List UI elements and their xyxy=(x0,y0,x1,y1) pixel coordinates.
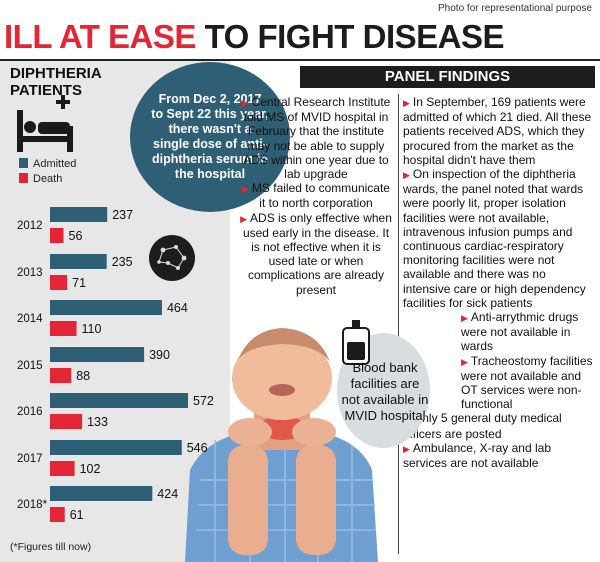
footnote: (*Figures till now) xyxy=(10,541,92,553)
bullet-arrow-icon: ▶ xyxy=(403,170,410,181)
bar-death-2012 xyxy=(50,228,64,243)
label-admitted-2016: 572 xyxy=(193,394,214,408)
finding-item: ▶ MS failed to communicate it to north co… xyxy=(238,181,394,210)
label-death-2015: 88 xyxy=(76,369,90,383)
finding-text: MS failed to communicate it to north cor… xyxy=(251,181,390,211)
bar-admitted-2014 xyxy=(50,300,162,315)
findings-column-1: ▶ Central Research Institute told MS of M… xyxy=(238,95,394,297)
label-death-2016: 133 xyxy=(87,415,108,429)
bar-death-2016 xyxy=(50,414,83,429)
finding-text: Ambulance, X-ray and lab services are no… xyxy=(403,440,551,471)
finding-item: ▶ Tracheostomy facilities were not availa… xyxy=(403,354,595,412)
legend-admitted-label: Admitted xyxy=(33,158,77,170)
bullet-arrow-icon: ▶ xyxy=(403,98,410,108)
chart-title-line1: DIPHTHERIA xyxy=(10,65,102,82)
label-admitted-2015: 390 xyxy=(149,348,170,362)
bar-death-2014 xyxy=(50,321,77,336)
bullet-arrow-icon: ▶ xyxy=(461,313,468,324)
label-admitted-2013: 235 xyxy=(112,255,133,269)
label-death-2017: 102 xyxy=(80,462,101,476)
legend-death-label: Death xyxy=(33,173,63,185)
blood-bank-text: Blood bank facilities are not available … xyxy=(341,360,429,423)
bar-admitted-2012 xyxy=(50,207,108,222)
finding-item: ▶ Ambulance, X-ray and lab services are n… xyxy=(403,441,595,470)
label-admitted-2012: 237 xyxy=(112,208,133,222)
finding-item: ▶ On inspection of the diphtheria wards, … xyxy=(403,167,595,310)
hospital-bed-icon xyxy=(17,95,73,152)
virus-icon xyxy=(149,235,195,281)
label-death-2014: 110 xyxy=(82,322,102,336)
bar-death-2018* xyxy=(50,507,65,522)
bar-admitted-2015 xyxy=(50,347,145,362)
label-death-2013: 71 xyxy=(72,276,86,290)
bullet-arrow-icon: ▶ xyxy=(242,184,249,195)
finding-text: In September, 169 patients were admitted… xyxy=(403,95,592,167)
legend-death-swatch xyxy=(19,173,28,183)
category-label-2017: 2017 xyxy=(17,453,43,465)
legend-admitted-swatch xyxy=(19,158,28,168)
bullet-arrow-icon: ▶ xyxy=(241,98,249,108)
label-death-2012: 56 xyxy=(69,229,83,243)
category-label-2013: 2013 xyxy=(17,267,43,279)
headline-part1: ILL AT EASE xyxy=(4,18,196,55)
bar-death-2017 xyxy=(50,461,75,476)
label-admitted-2014: 464 xyxy=(167,301,188,315)
headline-rule xyxy=(0,59,600,61)
photo-credit: Photo for representational purpose xyxy=(438,3,592,14)
panel-findings-header: PANEL FINDINGS xyxy=(300,66,595,88)
chart-title: DIPHTHERIA PATIENTS xyxy=(10,65,102,99)
category-label-2015: 2015 xyxy=(17,360,43,372)
bar-death-2015 xyxy=(50,368,72,383)
column-divider xyxy=(398,94,399,554)
finding-item: ▶ ADS is only effective when used early i… xyxy=(238,211,394,297)
legend-death: Death xyxy=(19,173,62,185)
finding-item: ▶ Central Research Institute told MS of M… xyxy=(238,95,394,181)
finding-text: ADS is only effective when used early in… xyxy=(242,210,392,297)
category-label-2014: 2014 xyxy=(17,313,43,325)
category-label-2018*: 2018* xyxy=(17,499,48,511)
category-label-2012: 2012 xyxy=(17,220,43,232)
headline-part2: TO FIGHT DISEASE xyxy=(204,18,505,55)
child-illustration xyxy=(185,328,378,562)
bar-death-2013 xyxy=(50,275,68,290)
bar-admitted-2018* xyxy=(50,486,153,501)
finding-text: Anti-arrythmic drugs were not available … xyxy=(461,310,579,354)
info-circle-text: From Dec 2, 2017 to Sept 22 this year, t… xyxy=(151,92,269,181)
bar-admitted-2013 xyxy=(50,254,107,269)
bullet-arrow-icon: ▶ xyxy=(461,356,468,367)
finding-item: ▶ In September, 169 patients were admitte… xyxy=(403,95,595,167)
label-admitted-2017: 546 xyxy=(187,441,208,455)
legend-admitted: Admitted xyxy=(19,158,76,170)
bullet-arrow-icon: ▶ xyxy=(403,443,410,454)
finding-text: Tracheostomy facilities were not availab… xyxy=(461,353,593,412)
blood-bag-icon xyxy=(342,320,370,365)
bar-admitted-2016 xyxy=(50,393,189,408)
finding-item: ▶ Anti-arrythmic drugs were not available… xyxy=(403,310,595,354)
category-label-2016: 2016 xyxy=(17,406,43,418)
chart-title-line2: PATIENTS xyxy=(10,82,82,99)
bullet-arrow-icon: ▶ xyxy=(240,213,248,224)
label-admitted-2018*: 424 xyxy=(157,487,178,501)
finding-text: Only 5 general duty medical officers are… xyxy=(403,411,562,441)
headline: ILL AT EASE TO FIGHT DISEASE xyxy=(4,18,505,55)
finding-text: On inspection of the diphtheria wards, t… xyxy=(403,167,586,310)
findings-column-2: ▶ In September, 169 patients were admitte… xyxy=(403,95,595,470)
bar-admitted-2017 xyxy=(50,440,182,455)
label-death-2018*: 61 xyxy=(70,508,84,522)
info-circle: From Dec 2, 2017 to Sept 22 this year, t… xyxy=(130,62,290,212)
finding-text: Central Research Institute told MS of MV… xyxy=(243,95,391,182)
